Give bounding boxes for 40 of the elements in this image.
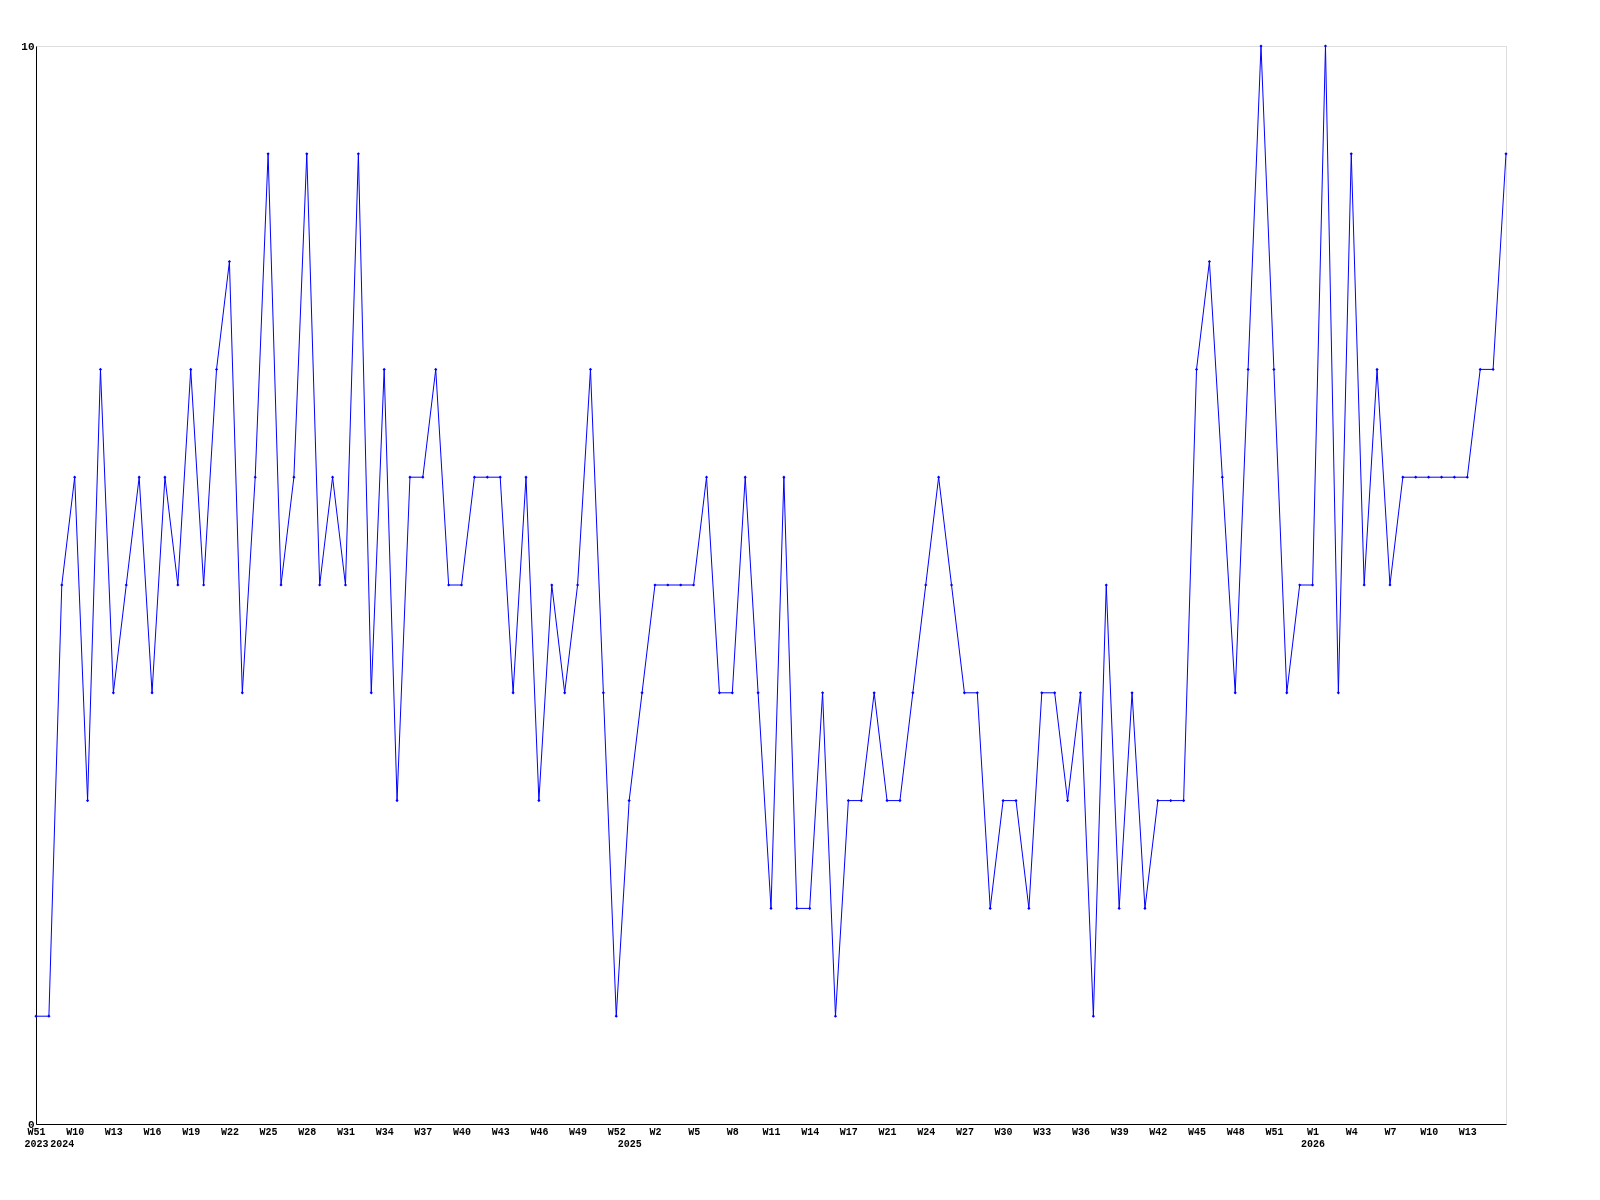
x-tick-label: W42	[1149, 1126, 1168, 1138]
x-tick-label: W4	[1345, 1126, 1358, 1138]
x-tick-label: W52	[607, 1126, 626, 1138]
x-tick-label: W24	[917, 1126, 936, 1138]
x-tick-label: W21	[878, 1126, 897, 1138]
x-tick-label: W10	[66, 1126, 85, 1138]
x-tick-label: W34	[375, 1126, 394, 1138]
x-tick-label: W19	[182, 1126, 201, 1138]
x-tick-label: W27	[955, 1126, 974, 1138]
x-tick-label: W13	[1458, 1126, 1477, 1138]
x-tick-label: W43	[491, 1126, 510, 1138]
x-tick-label: W14	[801, 1126, 820, 1138]
x-tick-label: W40	[453, 1126, 472, 1138]
x-tick-label: W39	[1110, 1126, 1129, 1138]
x-tick-label: W16	[143, 1126, 162, 1138]
x-tick-label: W2	[649, 1126, 662, 1138]
x-tick-label: W45	[1188, 1126, 1207, 1138]
x-tick-label: W10	[1420, 1126, 1439, 1138]
x-tick-label: W49	[569, 1126, 588, 1138]
x-tick-label: W46	[530, 1126, 549, 1138]
x-tick-label: 2025	[617, 1138, 642, 1150]
x-tick-label: W31	[336, 1126, 355, 1138]
x-tick-label: W28	[298, 1126, 317, 1138]
x-tick-label: W11	[762, 1126, 781, 1138]
x-tick-label: W7	[1384, 1126, 1397, 1138]
x-tick-label: 2024	[50, 1138, 75, 1150]
x-tick-label: W30	[994, 1126, 1013, 1138]
x-tick-label: W1 2026	[1301, 1126, 1326, 1150]
x-tick-label: W17	[839, 1126, 858, 1138]
x-tick-label: W51	[1265, 1126, 1284, 1138]
x-tick-label: W33	[1033, 1126, 1052, 1138]
y-tick-label: 10	[21, 40, 35, 53]
x-tick-label: W5	[688, 1126, 701, 1138]
x-tick-label: W13	[104, 1126, 123, 1138]
x-tick-label: W22	[220, 1126, 239, 1138]
x-tick-label: W36	[1071, 1126, 1090, 1138]
x-tick-label: W25	[259, 1126, 278, 1138]
x-tick-label: W8	[726, 1126, 739, 1138]
x-tick-label: W48	[1226, 1126, 1245, 1138]
x-tick-label: W37	[414, 1126, 433, 1138]
